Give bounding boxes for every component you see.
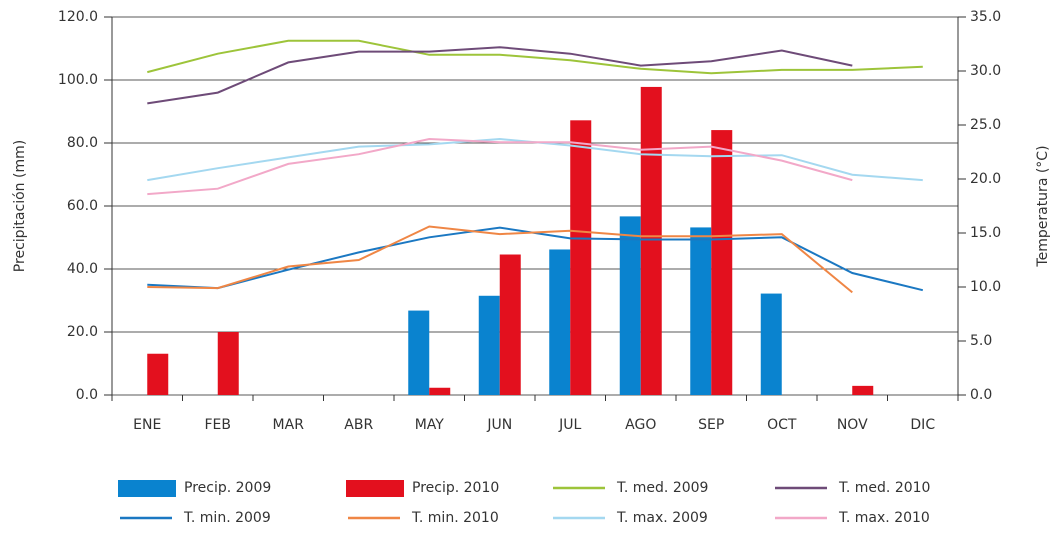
bar xyxy=(570,120,592,395)
x-tick-label: MAR xyxy=(273,417,305,433)
y2-tick-label: 20.0 xyxy=(970,171,1001,187)
y-tick-label: 0.0 xyxy=(76,387,98,403)
legend-label: T. min. 2009 xyxy=(183,510,271,526)
line xyxy=(147,46,853,105)
legend-label: T. max. 2010 xyxy=(838,510,930,526)
y-tick-label: 60.0 xyxy=(67,198,98,214)
legend-swatch xyxy=(346,480,404,497)
x-tick-label: MAY xyxy=(415,417,445,433)
x-tick-label: DIC xyxy=(910,417,935,433)
bar xyxy=(640,86,662,396)
x-tick-label: ENE xyxy=(133,417,161,433)
y-tick-label: 40.0 xyxy=(67,261,98,277)
y2-axis-title: Temperatura (°C) xyxy=(1035,145,1051,267)
bar xyxy=(690,227,712,395)
y2-tick-label: 35.0 xyxy=(970,9,1001,25)
bar xyxy=(499,254,521,395)
y2-tick-label: 0.0 xyxy=(970,387,992,403)
bar xyxy=(619,216,641,395)
y2-tick-label: 25.0 xyxy=(970,117,1001,133)
bar xyxy=(711,130,733,395)
legend-label: T. max. 2009 xyxy=(616,510,708,526)
x-tick-label: ABR xyxy=(344,417,373,433)
bar xyxy=(852,385,874,395)
legend-label: T. med. 2010 xyxy=(838,480,930,496)
bar xyxy=(217,332,239,395)
legend-label: Precip. 2009 xyxy=(184,480,271,496)
x-tick-label: JUN xyxy=(486,417,512,433)
y-tick-label: 80.0 xyxy=(67,135,98,151)
line xyxy=(147,137,923,182)
legend-label: Precip. 2010 xyxy=(412,480,499,496)
y2-tick-label: 5.0 xyxy=(970,333,992,349)
x-tick-label: JUL xyxy=(558,417,581,433)
bar xyxy=(478,295,500,395)
x-tick-label: OCT xyxy=(767,417,797,433)
legend-label: T. min. 2010 xyxy=(411,510,499,526)
legend-swatch xyxy=(118,480,176,497)
y-tick-label: 120.0 xyxy=(58,9,98,25)
x-tick-label: NOV xyxy=(837,417,868,433)
y-tick-label: 20.0 xyxy=(67,324,98,340)
x-tick-label: AGO xyxy=(625,417,656,433)
bar xyxy=(429,387,451,395)
y2-tick-label: 15.0 xyxy=(970,225,1001,241)
y-axis-title: Precipitación (mm) xyxy=(12,140,28,272)
bar xyxy=(408,310,430,395)
x-tick-label: SEP xyxy=(698,417,724,433)
legend-label: T. med. 2009 xyxy=(616,480,708,496)
line xyxy=(147,39,923,75)
x-tick-label: FEB xyxy=(204,417,231,433)
line xyxy=(147,226,924,292)
y2-tick-label: 10.0 xyxy=(970,279,1001,295)
bar xyxy=(147,353,169,395)
bar xyxy=(760,293,782,395)
line xyxy=(147,225,853,294)
line xyxy=(147,137,853,196)
y2-tick-label: 30.0 xyxy=(970,63,1001,79)
bar xyxy=(549,249,571,395)
y-tick-label: 100.0 xyxy=(58,72,98,88)
